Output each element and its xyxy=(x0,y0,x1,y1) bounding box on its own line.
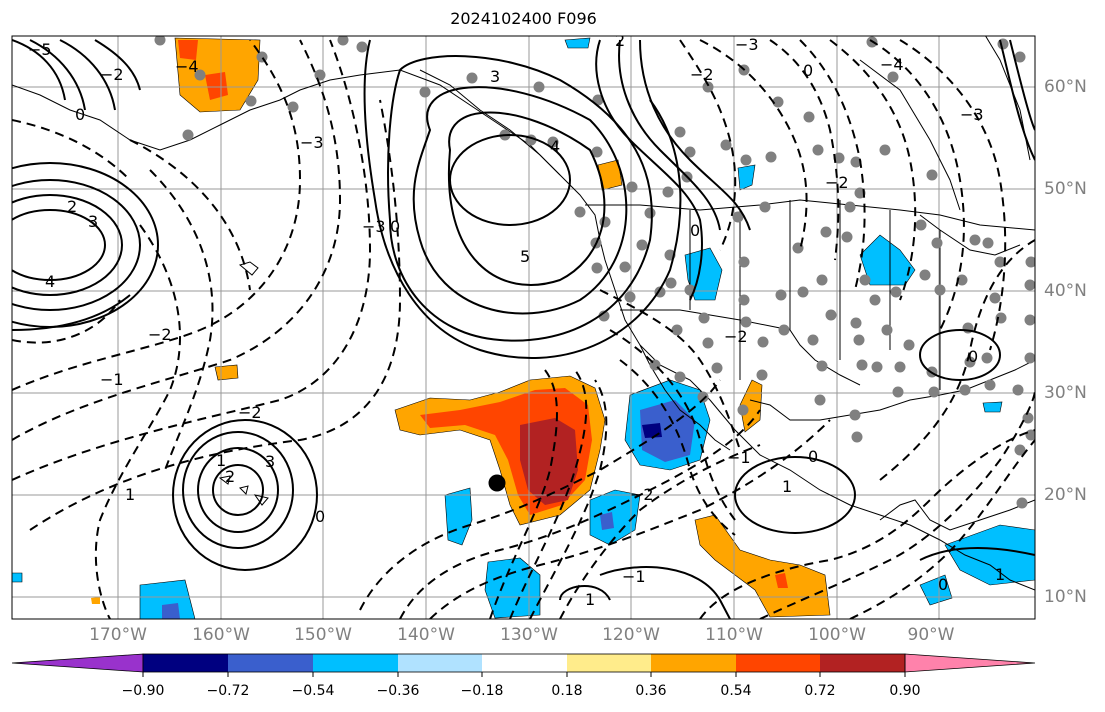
contour-label: −3 xyxy=(362,217,386,236)
contour-label: 0 xyxy=(803,61,813,80)
colorbar-bin xyxy=(820,654,905,672)
contour-label: 1 xyxy=(995,565,1005,584)
colorbar-bin xyxy=(736,654,820,672)
lon-label: 100°W xyxy=(808,625,866,645)
contour-label: −2 xyxy=(148,325,172,344)
contour-label: 1 xyxy=(216,451,226,470)
colorbar-label: −0.90 xyxy=(121,683,165,699)
contour-label: −2 xyxy=(630,485,654,504)
colorbar-bin xyxy=(651,654,736,672)
contour-label: 0 xyxy=(968,347,978,366)
contour-label: 3 xyxy=(490,67,500,86)
contours-negative xyxy=(12,39,1035,619)
contour-label: 1 xyxy=(125,485,135,504)
contour-label: 0 xyxy=(75,105,85,124)
colorbar-label: 0.54 xyxy=(720,683,752,699)
contour-label: −2 xyxy=(690,65,714,84)
contour-label: 0 xyxy=(808,447,818,466)
colorbar-label: −0.36 xyxy=(376,683,420,699)
map-frame xyxy=(11,35,1036,620)
colorbar xyxy=(11,653,1036,677)
contour-label: 2 xyxy=(67,197,77,216)
map-title: 2024102400 F096 xyxy=(450,9,597,28)
lat-label: 50°N xyxy=(1044,179,1087,199)
lon-label: 140°W xyxy=(397,625,455,645)
lon-label: 120°W xyxy=(602,625,660,645)
contour-label: −2 xyxy=(238,403,262,422)
lat-label: 20°N xyxy=(1044,485,1087,505)
contour-labels: 3 4 2 5 3 4 3 1 2 0 1 −2 −2 −1 −3 −3 0 −… xyxy=(28,31,1005,609)
lon-label: 90°W xyxy=(907,625,955,645)
contour-label: 5 xyxy=(520,247,530,266)
colorbar-bin xyxy=(228,654,313,672)
contour-label: 3 xyxy=(88,212,98,231)
contour-label: −4 xyxy=(880,55,904,74)
colorbar-label: −0.54 xyxy=(291,683,335,699)
contour-label: −4 xyxy=(175,57,199,76)
colorbar-extend-low xyxy=(11,653,144,673)
lat-label: 30°N xyxy=(1044,383,1087,403)
lat-label: 60°N xyxy=(1044,77,1087,97)
contour-label: −1 xyxy=(100,370,124,389)
lat-label: 40°N xyxy=(1044,281,1087,301)
colorbar-label: 0.36 xyxy=(635,683,667,699)
colorbar-extend-high xyxy=(904,653,1036,673)
lon-label: 150°W xyxy=(294,625,352,645)
lon-label: 170°W xyxy=(89,625,147,645)
colorbar-bin xyxy=(567,654,651,672)
contour-label: −5 xyxy=(28,40,52,59)
colorbar-bin xyxy=(143,654,228,672)
contour-label: 1 xyxy=(585,590,595,609)
colorbar-label: −0.18 xyxy=(460,683,504,699)
contour-label: 0 xyxy=(938,575,948,594)
contour-label: −1 xyxy=(727,448,751,467)
colorbar-label: −0.72 xyxy=(206,683,250,699)
lat-label: 10°N xyxy=(1044,587,1087,607)
contour-label: −2 xyxy=(724,327,748,346)
lon-label: 110°W xyxy=(705,625,763,645)
contour-label: 4 xyxy=(45,272,55,291)
contour-label: 0 xyxy=(690,221,700,240)
lon-label: 130°W xyxy=(500,625,558,645)
contour-label: 2 xyxy=(615,31,625,50)
shaded-anomaly-fields xyxy=(12,37,1035,619)
location-marker xyxy=(488,474,506,492)
colorbar-bin xyxy=(482,654,567,672)
contour-label: −2 xyxy=(825,173,849,192)
contour-label: −3 xyxy=(300,133,324,152)
contour-label: −2 xyxy=(100,65,124,84)
contour-label: −1 xyxy=(622,567,646,586)
colorbar-label: 0.72 xyxy=(804,683,836,699)
colorbar-label: 0.90 xyxy=(889,683,921,699)
colorbar-bin xyxy=(398,654,482,672)
contour-label: 0 xyxy=(315,507,325,526)
contour-label: −3 xyxy=(735,35,759,54)
station-dots xyxy=(154,36,1035,509)
lon-label: 160°W xyxy=(192,625,250,645)
colorbar-bin xyxy=(313,654,398,672)
contour-label: 3 xyxy=(265,452,275,471)
contour-label: 1 xyxy=(782,477,792,496)
colorbar-label: 0.18 xyxy=(551,683,583,699)
contour-label: 0 xyxy=(390,217,400,236)
contour-label: 2 xyxy=(225,467,235,486)
contour-label: −3 xyxy=(960,105,984,124)
contours-positive xyxy=(12,39,1035,619)
contour-label: 4 xyxy=(550,137,560,156)
